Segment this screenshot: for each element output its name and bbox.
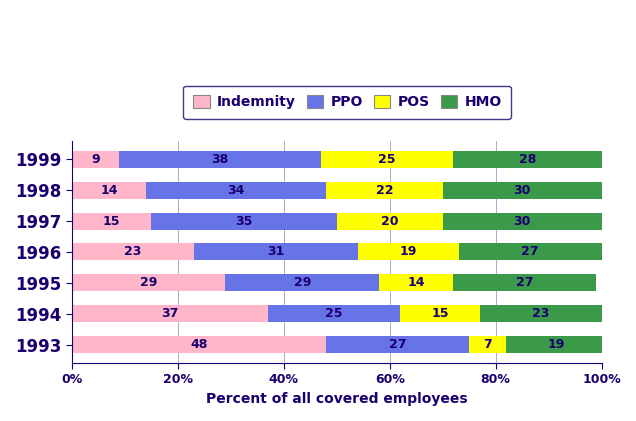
Bar (72, 336, 326, 353)
Text: 38: 38 (212, 153, 229, 166)
Text: 19: 19 (548, 338, 565, 351)
Text: 48: 48 (190, 338, 207, 351)
Bar (400, 305, 480, 322)
Text: 27: 27 (516, 276, 534, 289)
Text: 20: 20 (381, 215, 398, 228)
Text: 27: 27 (389, 338, 406, 351)
Bar (443, 182, 602, 199)
Text: 25: 25 (378, 153, 396, 166)
Bar (326, 182, 443, 199)
Text: 19: 19 (399, 245, 417, 258)
Text: 25: 25 (325, 307, 343, 320)
Text: 31: 31 (267, 245, 284, 258)
Text: 7: 7 (483, 338, 492, 351)
Bar (506, 336, 607, 353)
Text: 14: 14 (100, 184, 118, 197)
Text: 9: 9 (92, 153, 100, 166)
Bar (72, 151, 120, 168)
Bar (336, 213, 443, 229)
Bar (443, 213, 602, 229)
Bar (379, 274, 453, 291)
Text: 30: 30 (513, 215, 531, 228)
Bar (72, 274, 225, 291)
Text: 34: 34 (227, 184, 245, 197)
Bar (321, 151, 453, 168)
Text: 29: 29 (140, 276, 157, 289)
Text: 23: 23 (532, 307, 550, 320)
Text: 15: 15 (103, 215, 120, 228)
Text: 37: 37 (161, 307, 179, 320)
Legend: Indemnity, PPO, POS, HMO: Indemnity, PPO, POS, HMO (183, 86, 511, 119)
Text: 22: 22 (376, 184, 393, 197)
Bar (146, 182, 326, 199)
Bar (151, 213, 336, 229)
Text: 14: 14 (408, 276, 425, 289)
Bar (225, 274, 379, 291)
Bar (453, 151, 602, 168)
Bar (72, 305, 268, 322)
Bar (469, 336, 506, 353)
Bar (268, 305, 400, 322)
Bar (120, 151, 321, 168)
Text: 30: 30 (513, 184, 531, 197)
Bar (326, 336, 469, 353)
Text: 29: 29 (294, 276, 311, 289)
Bar (72, 182, 146, 199)
Text: 15: 15 (431, 307, 449, 320)
Bar (72, 243, 193, 261)
Bar (193, 243, 358, 261)
Text: 35: 35 (235, 215, 252, 228)
Bar (72, 213, 151, 229)
Text: 28: 28 (519, 153, 536, 166)
Bar (459, 243, 602, 261)
Bar (453, 274, 597, 291)
Bar (480, 305, 602, 322)
X-axis label: Percent of all covered employees: Percent of all covered employees (206, 392, 467, 406)
Text: 27: 27 (522, 245, 539, 258)
Text: 23: 23 (124, 245, 141, 258)
Bar (358, 243, 459, 261)
